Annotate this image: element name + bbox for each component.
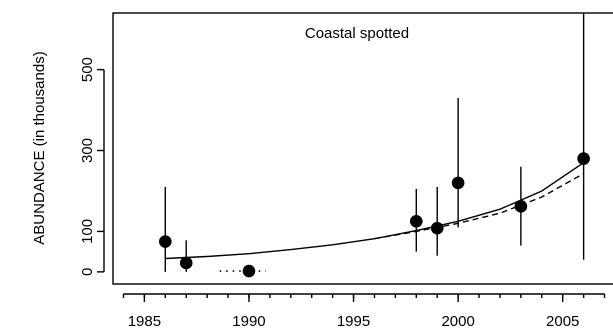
x-tick-label: 2005 — [546, 313, 579, 330]
data-point — [179, 256, 193, 270]
x-tick-label: 1985 — [128, 313, 161, 330]
y-axis: 0 100 300 500 — [79, 57, 105, 276]
data-point — [158, 235, 172, 248]
y-tick-label: 100 — [79, 219, 96, 244]
x-tick-label: 1990 — [232, 313, 265, 330]
chart-title: Coastal spotted — [305, 25, 409, 42]
fit-line-dashed — [374, 172, 584, 240]
x-axis: 1985 1990 1995 2000 2005 — [122, 293, 606, 330]
y-tick-label: 0 — [79, 268, 96, 276]
data-point — [430, 221, 444, 235]
data-point — [577, 152, 590, 165]
y-tick-label: 500 — [79, 57, 96, 82]
data-points — [158, 152, 590, 278]
y-axis-label: ABUNDANCE (in thousands) — [31, 51, 48, 244]
data-point — [451, 176, 465, 190]
data-point — [242, 264, 256, 278]
plot-frame — [112, 12, 613, 285]
x-tick-label: 2000 — [441, 313, 474, 330]
data-point — [514, 200, 528, 213]
x-tick-label: 1995 — [337, 313, 370, 330]
fit-lines — [165, 162, 584, 272]
error-bars — [164, 13, 585, 272]
data-point — [409, 215, 423, 228]
y-tick-label: 300 — [79, 138, 96, 163]
